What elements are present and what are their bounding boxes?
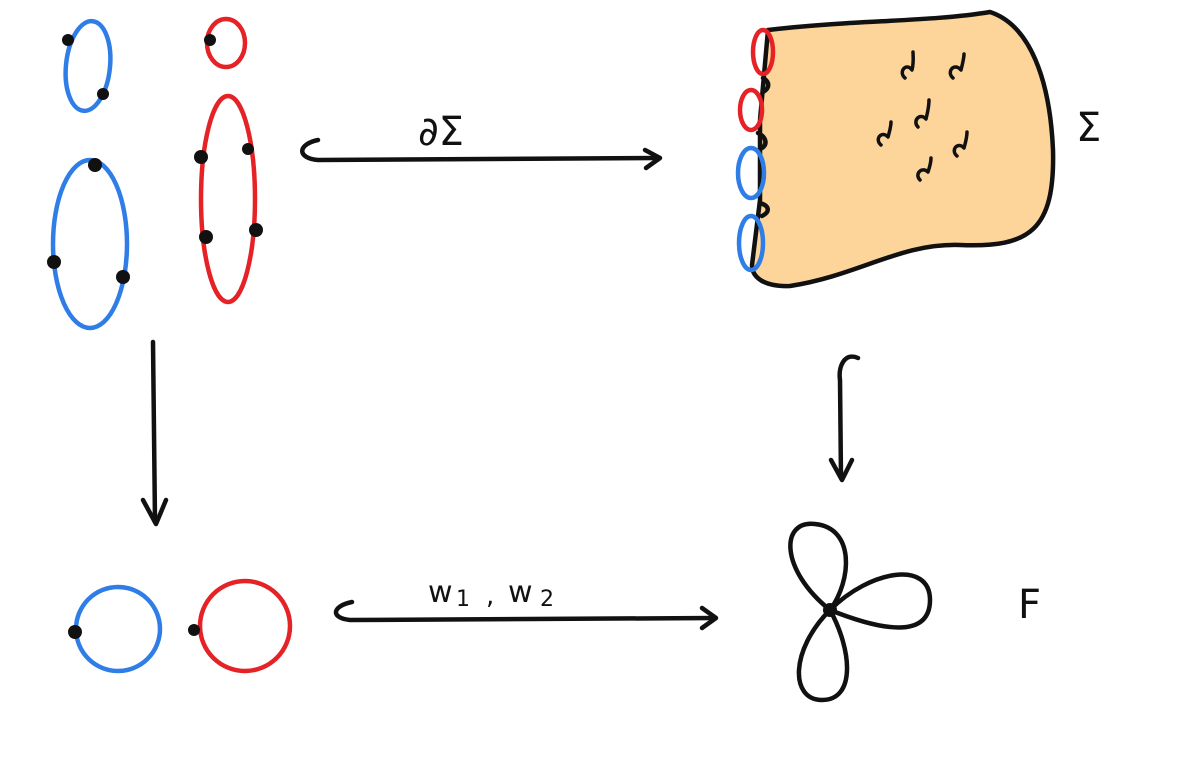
basepoint bbox=[188, 624, 200, 636]
surface-sigma bbox=[735, 9, 1056, 289]
word1-letter: w bbox=[428, 575, 453, 610]
wedge-point bbox=[823, 603, 837, 617]
surface-label: Σ bbox=[1076, 105, 1101, 151]
marked-point bbox=[116, 270, 130, 284]
marked-point bbox=[47, 255, 61, 269]
red-circle-large bbox=[198, 93, 258, 305]
surface-handles bbox=[876, 50, 969, 182]
word2-letter: w bbox=[508, 575, 533, 610]
rose-graph-F bbox=[788, 521, 933, 703]
marked-point bbox=[88, 158, 102, 172]
marked-point bbox=[204, 34, 216, 46]
petal-top bbox=[788, 521, 849, 613]
surface-body bbox=[749, 9, 1056, 289]
surface-red-boundary-2 bbox=[737, 87, 765, 133]
word-separator: , bbox=[486, 581, 494, 611]
words-arrow bbox=[333, 599, 719, 631]
petal-right bbox=[827, 572, 933, 630]
red-loop bbox=[197, 578, 293, 674]
word2-index: 2 bbox=[540, 587, 554, 612]
blue-circle-large bbox=[50, 157, 130, 331]
marked-point bbox=[242, 143, 254, 155]
boundary-inclusion-arrow bbox=[300, 137, 663, 171]
marked-point bbox=[97, 88, 109, 100]
words-label: w 1 , w 2 bbox=[428, 575, 554, 612]
bottom-circles-group bbox=[68, 578, 293, 674]
marked-point bbox=[249, 223, 263, 237]
marked-point bbox=[194, 150, 208, 164]
collapse-arrow-left bbox=[140, 339, 169, 527]
blue-circle-small bbox=[63, 18, 113, 114]
blue-loop bbox=[73, 584, 163, 674]
word1-index: 1 bbox=[456, 587, 470, 612]
marked-point bbox=[199, 230, 213, 244]
petal-bottom bbox=[796, 607, 850, 703]
surface-red-boundary-1 bbox=[750, 27, 776, 77]
surface-blue-boundary-2 bbox=[736, 213, 766, 273]
boundary-circles-group bbox=[47, 16, 263, 331]
boundary-label: ∂Σ bbox=[418, 109, 464, 155]
marked-point bbox=[62, 34, 74, 46]
surface-blue-boundary-1 bbox=[735, 145, 767, 201]
map-arrow-right bbox=[828, 354, 861, 483]
target-label: F bbox=[1018, 582, 1041, 628]
basepoint bbox=[68, 625, 82, 639]
